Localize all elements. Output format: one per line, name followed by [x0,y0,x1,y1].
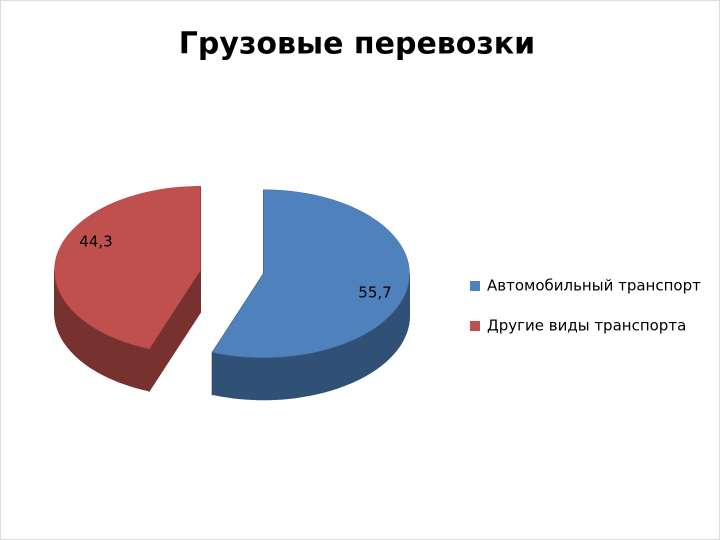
chart-title: Грузовые перевозки [179,27,535,62]
data-label: 55,7 [358,284,391,302]
legend-label: Другие виды транспорта [487,317,686,335]
data-label: 44,3 [79,233,112,251]
slice [211,189,410,358]
legend-label: Автомобильный транспорт [487,277,701,295]
slice [54,186,201,350]
legend-swatch [470,321,480,331]
legend-swatch [470,281,480,291]
